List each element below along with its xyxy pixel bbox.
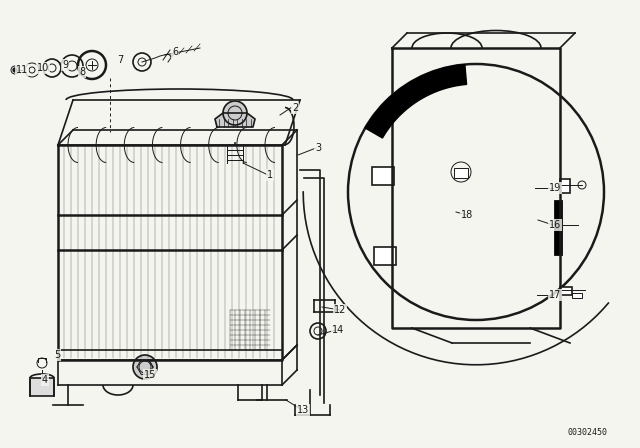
Circle shape	[13, 68, 17, 72]
Text: 6: 6	[172, 47, 178, 57]
Bar	[30, 378, 54, 396]
Text: 7: 7	[117, 55, 123, 65]
Text: 16: 16	[549, 220, 561, 230]
Text: 17: 17	[549, 290, 561, 300]
Text: 19: 19	[549, 183, 561, 193]
Bar	[374, 247, 396, 265]
Text: 5: 5	[54, 350, 60, 360]
Bar	[572, 293, 582, 298]
Text: 15: 15	[144, 370, 156, 380]
Text: 12: 12	[334, 305, 346, 315]
Text: 3: 3	[315, 143, 321, 153]
Text: 1: 1	[267, 170, 273, 180]
Bar	[554, 200, 562, 255]
Bar	[372, 167, 394, 185]
Polygon shape	[365, 65, 467, 138]
Bar	[560, 287, 572, 295]
Text: 10: 10	[37, 63, 49, 73]
Bar	[560, 179, 570, 193]
Text: 4: 4	[42, 375, 48, 385]
Text: 18: 18	[461, 210, 473, 220]
Circle shape	[223, 101, 247, 125]
Text: 2: 2	[292, 103, 298, 113]
Circle shape	[133, 355, 157, 379]
Text: 9: 9	[62, 60, 68, 70]
Polygon shape	[215, 113, 255, 127]
Text: 11: 11	[16, 65, 28, 75]
Text: 8: 8	[79, 67, 85, 77]
Text: 00302450: 00302450	[567, 427, 607, 436]
Text: 14: 14	[332, 325, 344, 335]
Bar	[454, 168, 468, 178]
Text: 13: 13	[297, 405, 309, 415]
